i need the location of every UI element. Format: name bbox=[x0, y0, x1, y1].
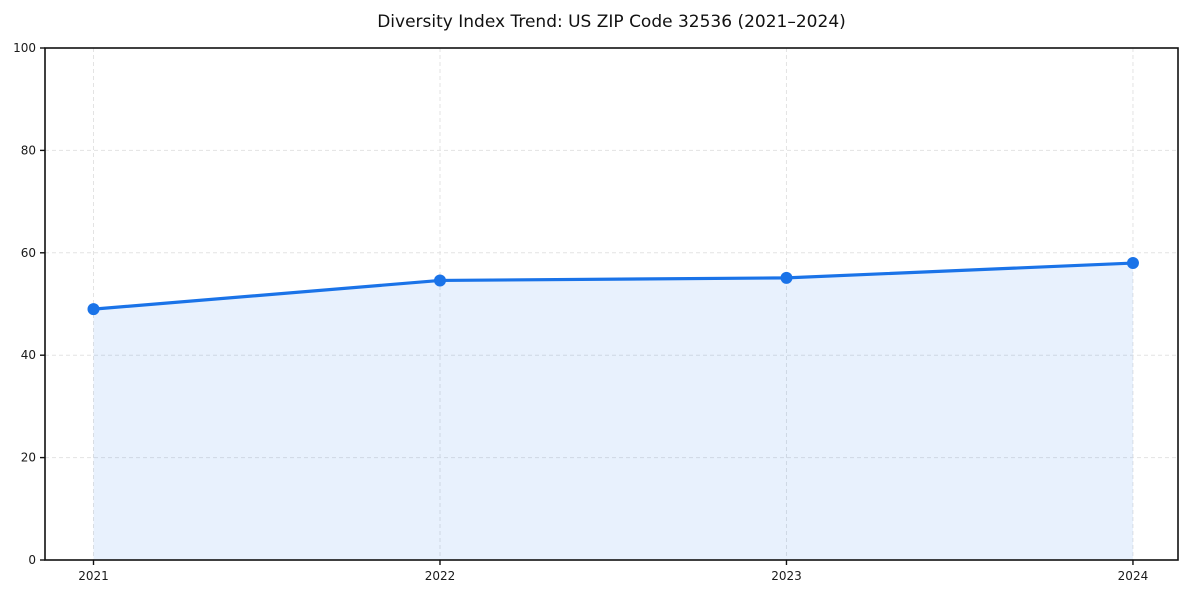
data-point-2021 bbox=[87, 303, 100, 316]
trend-line bbox=[91, 261, 1135, 311]
y-tick-label: 80 bbox=[21, 143, 36, 157]
data-point-2023 bbox=[780, 271, 793, 284]
x-tick-label: 2021 bbox=[78, 569, 109, 583]
x-tick-label: 2023 bbox=[771, 569, 802, 583]
data-point-2022 bbox=[433, 274, 446, 287]
area-fill bbox=[93, 263, 1133, 560]
axes-box bbox=[44, 47, 1179, 561]
x-tick-label: 2024 bbox=[1118, 569, 1149, 583]
data-point-2024 bbox=[1126, 257, 1139, 270]
data-points bbox=[87, 257, 1139, 316]
y-tick-label: 100 bbox=[13, 41, 36, 55]
y-tick-label: 40 bbox=[21, 348, 36, 362]
y-tick-label: 0 bbox=[28, 553, 36, 567]
chart-title: Diversity Index Trend: US ZIP Code 32536… bbox=[377, 12, 846, 32]
y-tick-label: 60 bbox=[21, 246, 36, 260]
axis-ticks: 0 20 40 60 80 100 2021 2022 2023 2024 bbox=[13, 41, 1148, 583]
y-tick-label: 20 bbox=[21, 451, 36, 465]
x-tick-label: 2022 bbox=[425, 569, 456, 583]
